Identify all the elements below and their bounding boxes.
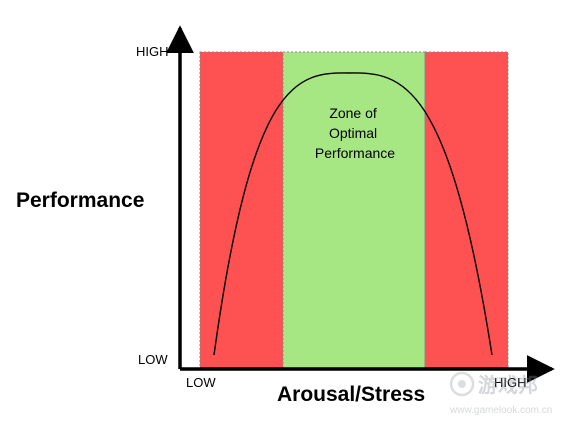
y-axis-title: Performance [16, 189, 144, 212]
low-arousal-zone [199, 51, 284, 369]
optimal-zone [282, 51, 426, 369]
zone-label-line-3: Performance [315, 145, 395, 161]
zone-label-line-2: Optimal [329, 125, 377, 141]
high-arousal-zone [424, 51, 509, 369]
performance-curve [213, 72, 493, 356]
watermark-logo-inner-icon [458, 380, 466, 388]
y-high-label: HIGH [136, 44, 169, 59]
watermark-title: 游戏邦 [478, 373, 538, 397]
x-high-label: HIGH [494, 375, 527, 390]
y-low-label: LOW [138, 352, 168, 367]
watermark: 游戏邦 www.gamelook.com.cn [449, 371, 552, 416]
zone-label-line-1: Zone of [329, 105, 377, 121]
x-axis-title: Arousal/Stress [277, 383, 425, 406]
watermark-logo-icon [449, 371, 475, 397]
zone-label: Zone of Optimal Performance [315, 105, 395, 161]
x-low-label: LOW [186, 375, 216, 390]
watermark-url: www.gamelook.com.cn [449, 405, 552, 416]
